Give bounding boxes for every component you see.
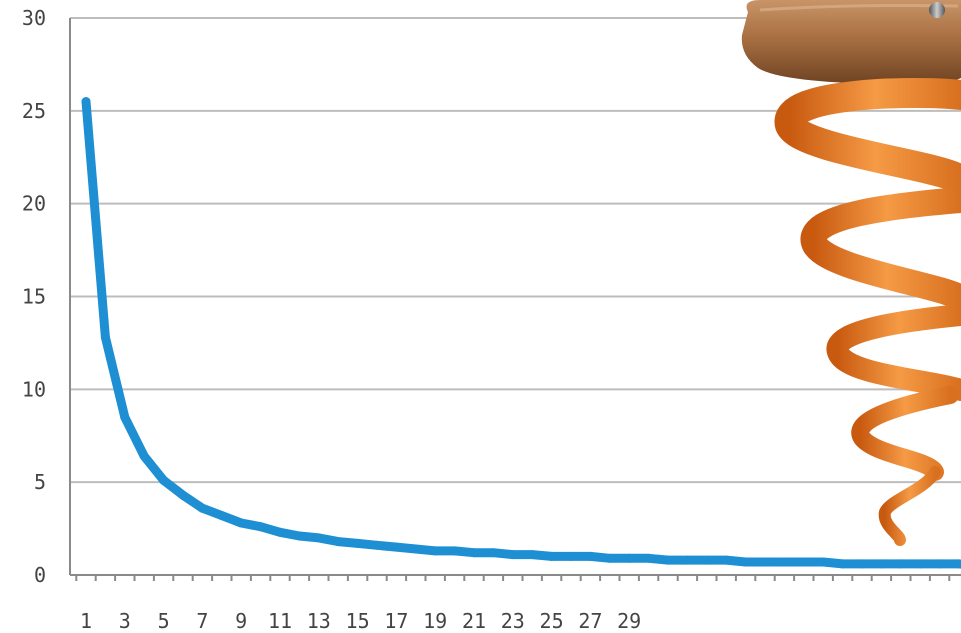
x-tick-label: 25 <box>540 609 564 633</box>
data-point <box>411 544 421 554</box>
data-point <box>838 559 848 569</box>
y-tick-label: 10 <box>22 377 46 401</box>
x-tick-label: 29 <box>617 609 641 633</box>
x-tick-label: 9 <box>235 609 247 633</box>
gridlines <box>70 17 961 484</box>
x-tick-label: 23 <box>501 609 525 633</box>
x-tick-label: 5 <box>158 609 170 633</box>
y-tick-label: 15 <box>22 285 46 309</box>
data-point <box>624 553 634 563</box>
y-axis-tick-labels: 0 5 10 15 20 25 30 <box>22 6 46 587</box>
data-point <box>469 548 479 558</box>
data-point <box>159 475 169 485</box>
data-point <box>430 546 440 556</box>
y-tick-label: 0 <box>34 563 46 587</box>
y-tick-label: 25 <box>22 99 46 123</box>
data-point <box>488 548 498 558</box>
data-point <box>585 551 595 561</box>
x-axis-tick-labels: 1 3 5 7 9 11 13 15 17 19 21 23 25 27 29 <box>80 609 641 633</box>
x-tick-label: 19 <box>423 609 447 633</box>
data-point <box>818 557 828 567</box>
x-axis-ticks <box>75 575 951 581</box>
data-point <box>314 533 324 543</box>
y-tick-label: 5 <box>34 470 46 494</box>
data-point <box>663 555 673 565</box>
data-point <box>178 490 188 500</box>
x-tick-label: 13 <box>307 609 331 633</box>
data-point <box>779 557 789 567</box>
data-point <box>896 559 906 569</box>
series-line <box>81 97 961 569</box>
x-tick-label: 27 <box>578 609 602 633</box>
data-point <box>294 531 304 541</box>
data-point <box>799 557 809 567</box>
data-point <box>741 557 751 567</box>
data-point <box>605 553 615 563</box>
x-tick-label: 3 <box>119 609 131 633</box>
data-point <box>721 555 731 565</box>
data-point <box>139 451 149 461</box>
data-point <box>682 555 692 565</box>
corkscrew-image <box>741 0 961 546</box>
data-point <box>935 559 945 569</box>
x-tick-label: 21 <box>462 609 486 633</box>
data-point <box>915 559 925 569</box>
data-point <box>372 540 382 550</box>
data-point <box>81 97 91 107</box>
x-tick-label: 15 <box>346 609 370 633</box>
data-point <box>353 538 363 548</box>
data-point <box>760 557 770 567</box>
data-point <box>450 546 460 556</box>
data-point <box>236 518 246 528</box>
y-tick-label: 30 <box>22 6 46 30</box>
series-marks <box>81 97 961 569</box>
data-point <box>702 555 712 565</box>
x-tick-label: 11 <box>268 609 292 633</box>
data-point <box>527 550 537 560</box>
data-point <box>644 553 654 563</box>
x-tick-label: 1 <box>80 609 92 633</box>
data-point <box>547 551 557 561</box>
data-point <box>857 559 867 569</box>
data-point <box>120 412 130 422</box>
data-point <box>197 503 207 513</box>
data-point <box>508 550 518 560</box>
data-point <box>333 537 343 547</box>
data-point <box>391 542 401 552</box>
data-point <box>100 332 110 342</box>
data-point <box>566 551 576 561</box>
x-tick-label: 17 <box>384 609 408 633</box>
data-point <box>256 522 266 532</box>
x-tick-label: 7 <box>196 609 208 633</box>
data-point <box>954 559 961 569</box>
y-tick-label: 20 <box>22 192 46 216</box>
data-point <box>876 559 886 569</box>
data-point <box>275 527 285 537</box>
data-point <box>217 511 227 521</box>
